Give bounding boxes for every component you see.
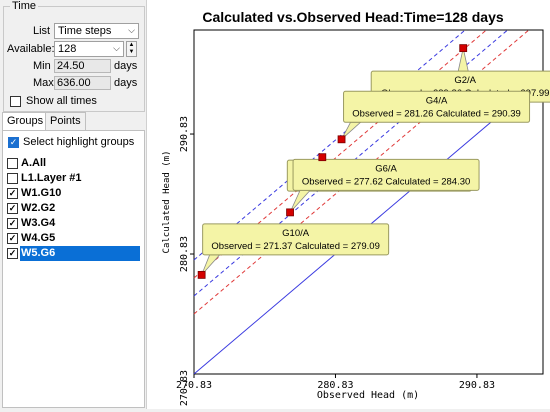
time-group-title: Time	[10, 0, 39, 12]
head-scatter-chart[interactable]: Calculated vs.Observed Head:Time=128 day…	[147, 0, 550, 409]
group-checkbox[interactable]	[7, 173, 18, 184]
list-label: List	[33, 25, 51, 37]
data-point	[318, 153, 327, 162]
time-groupbox: Time	[3, 0, 145, 112]
list-item-label: W5.G6	[20, 246, 140, 261]
list-item-label: W4.G5	[21, 232, 56, 244]
list-dropdown[interactable]: Time steps ⌵	[54, 23, 139, 39]
list-item[interactable]: ✓ W3.G4	[6, 216, 140, 231]
available-dropdown[interactable]: 128 ⌵	[54, 41, 124, 57]
max-field: 636.00	[54, 76, 111, 90]
list-item-label: W3.G4	[21, 217, 56, 229]
callout-values: Observed = 281.26 Calculated = 290.39	[352, 108, 520, 119]
group-checkbox[interactable]	[7, 158, 18, 169]
list-item-label: L1.Layer #1	[21, 172, 82, 184]
callout-box	[292, 158, 480, 191]
tab-points[interactable]: Points	[45, 112, 86, 130]
groups-list: A.All L1.Layer #1 ✓ W1.G10 ✓ W2.G2 ✓ W3.G4 …	[6, 156, 140, 261]
chevron-down-icon: ⌵	[128, 25, 135, 35]
chevron-down-icon: ⌵	[113, 43, 120, 53]
available-dropdown-value: 128	[58, 43, 77, 55]
y-tick-label: 270.83	[179, 370, 190, 406]
list-dropdown-value: Time steps	[58, 25, 112, 37]
callout: G10/A Observed = 271.37 Calculated = 279.…	[201, 223, 390, 276]
data-point	[197, 270, 206, 279]
list-item[interactable]: A.All	[6, 156, 140, 171]
y-tick-label: 280.83	[179, 236, 190, 272]
show-all-times-label: Show all times	[26, 95, 97, 107]
list-item-label: W1.G10	[21, 187, 62, 199]
callout-box	[202, 223, 390, 256]
group-checkbox[interactable]: ✓	[7, 233, 18, 244]
spin-up-icon[interactable]: ▲	[128, 42, 135, 48]
chart-title: Calculated vs.Observed Head:Time=128 day…	[202, 9, 503, 25]
x-tick-label: 280.83	[317, 380, 353, 391]
callout: G4/A Observed = 281.26 Calculated = 290.3…	[341, 90, 531, 140]
callout-title: G6/A	[375, 163, 397, 174]
list-item-label: A.All	[21, 157, 47, 169]
available-spinner[interactable]: ▲ ▼	[126, 41, 137, 57]
x-tick-label: 270.83	[176, 380, 212, 391]
y-axis-label: Calculated Head (m)	[162, 151, 172, 254]
max-label: Max	[33, 77, 54, 89]
max-unit: days	[114, 77, 138, 89]
data-point	[459, 44, 468, 53]
x-tick-label: 290.83	[459, 380, 495, 391]
data-point	[337, 135, 346, 144]
list-item-label: W2.G2	[21, 202, 56, 214]
group-checkbox[interactable]: ✓	[7, 248, 18, 259]
callout-title: G2/A	[454, 75, 476, 86]
callout-title: G10/A	[282, 228, 310, 239]
list-item[interactable]: ✓ W1.G10	[6, 186, 140, 201]
callout-values: Observed = 277.62 Calculated = 284.30	[302, 176, 470, 187]
min-unit: days	[114, 60, 138, 72]
reference-line	[193, 29, 466, 261]
list-item[interactable]: ✓ W5.G6	[6, 246, 140, 261]
min-field: 24.50	[54, 59, 111, 73]
callout-values: Observed = 271.37 Calculated = 279.09	[211, 241, 379, 252]
list-item[interactable]: ✓ W2.G2	[6, 201, 140, 216]
spin-down-icon[interactable]: ▼	[128, 49, 135, 55]
callout: G6/A Observed = 277.62 Calculated = 284.3…	[289, 158, 480, 213]
callout-title: G4/A	[426, 95, 448, 106]
available-label: Available:	[7, 43, 55, 55]
left-panel: Time List Time steps ⌵ Available: 128 ⌵ …	[0, 0, 147, 409]
y-tick-label: 290.83	[179, 116, 190, 152]
x-ticks: 270.83 280.83 290.83	[176, 374, 495, 391]
min-label: Min	[33, 60, 51, 72]
data-point	[286, 208, 294, 217]
tab-groups[interactable]: Groups	[2, 112, 49, 131]
select-highlight-checkbox[interactable]: ✓	[8, 137, 19, 148]
callout-box	[343, 90, 531, 123]
x-axis-label: Observed Head (m)	[317, 390, 419, 401]
group-checkbox[interactable]: ✓	[7, 188, 18, 199]
group-checkbox[interactable]: ✓	[7, 218, 18, 229]
y-ticks: 280.83 290.83 270.83	[179, 116, 194, 406]
groups-pane: ✓ Select highlight groups A.All L1.Layer…	[2, 130, 145, 408]
markers	[197, 44, 468, 279]
list-item[interactable]: L1.Layer #1	[6, 171, 140, 186]
select-highlight-label: Select highlight groups	[23, 136, 135, 148]
list-item[interactable]: ✓ W4.G5	[6, 231, 140, 246]
chart-area: Calculated vs.Observed Head:Time=128 day…	[147, 0, 550, 409]
show-all-times-checkbox[interactable]	[10, 96, 21, 107]
group-checkbox[interactable]: ✓	[7, 203, 18, 214]
